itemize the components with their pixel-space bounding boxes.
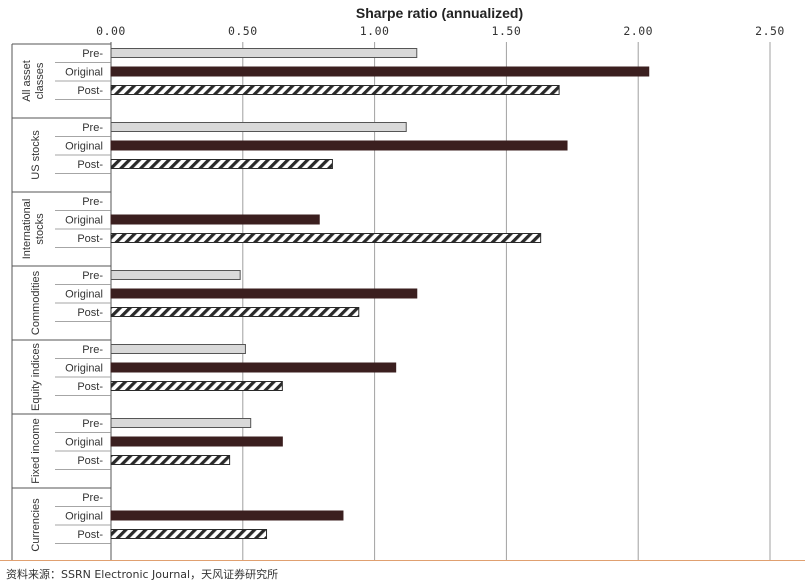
bar — [110, 510, 344, 521]
row-label: Original — [65, 289, 103, 301]
row-label: Pre- — [82, 344, 103, 356]
row-label: Pre- — [82, 270, 103, 282]
group-label: Fixed income — [30, 418, 42, 483]
group-label-line: All asset — [21, 60, 33, 102]
group-label-line: Fixed income — [30, 418, 42, 483]
row-label: Post- — [77, 85, 103, 97]
bar — [110, 381, 283, 391]
bar — [110, 362, 397, 373]
row-label: Post- — [77, 159, 103, 171]
row-label: Original — [65, 215, 103, 227]
x-tick-label: 2.50 — [755, 24, 785, 38]
row-label: Original — [65, 511, 103, 523]
bar — [110, 140, 568, 151]
group-label-line: Equity indices — [30, 343, 42, 411]
group-label: Commodities — [30, 270, 42, 335]
group-label-line: International — [21, 199, 33, 260]
bar — [110, 307, 360, 317]
row-label: Pre- — [82, 492, 103, 504]
bar — [110, 529, 268, 539]
row-label: Original — [65, 141, 103, 153]
row-label: Original — [65, 437, 103, 449]
group-label: Equity indices — [30, 343, 42, 411]
group-label: US stocks — [30, 130, 42, 180]
group-label: Currencies — [30, 498, 42, 552]
row-label: Original — [65, 67, 103, 79]
row-label: Original — [65, 363, 103, 375]
chart-title: Sharpe ratio (annualized) — [356, 5, 523, 21]
bar — [110, 436, 283, 447]
row-label: Post- — [77, 307, 103, 319]
group-label-line: US stocks — [30, 130, 42, 180]
chart-svg: Sharpe ratio (annualized) 0.00 0.50 1.00 1.5… — [11, 5, 785, 560]
x-tick-label: 1.50 — [492, 24, 522, 38]
group-label-line: classes — [34, 62, 46, 99]
x-tick-label: 0.50 — [228, 24, 258, 38]
row-label: Pre- — [82, 122, 103, 134]
source-divider — [0, 560, 805, 561]
bar — [110, 455, 231, 465]
bar — [110, 233, 542, 243]
source-note: 资料来源：SSRN Electronic Journal，天风证券研究所 — [6, 568, 279, 581]
bar — [110, 66, 650, 77]
group-label: All assetclasses — [21, 60, 46, 102]
bar — [110, 214, 320, 225]
x-tick-label: 0.00 — [96, 24, 126, 38]
row-label: Post- — [77, 455, 103, 467]
row-label: Post- — [77, 381, 103, 393]
bar — [110, 418, 252, 428]
x-tick-label: 2.00 — [623, 24, 653, 38]
bar — [110, 48, 418, 58]
row-label: Post- — [77, 529, 103, 541]
bar — [110, 270, 241, 280]
bar — [110, 288, 418, 299]
x-tick-label: 1.00 — [360, 24, 390, 38]
bar — [110, 122, 407, 132]
bar — [110, 85, 560, 95]
row-label: Pre- — [82, 196, 103, 208]
sharpe-ratio-chart: Sharpe ratio (annualized) 0.00 0.50 1.00 1.5… — [11, 5, 785, 560]
group-label-line: Currencies — [30, 498, 42, 552]
group-label-line: stocks — [34, 213, 46, 245]
group-label: Internationalstocks — [21, 199, 46, 260]
bar — [110, 159, 333, 169]
row-label: Post- — [77, 233, 103, 245]
group-label-line: Commodities — [30, 270, 42, 335]
row-label: Pre- — [82, 418, 103, 430]
row-label: Pre- — [82, 48, 103, 60]
bar — [110, 344, 246, 354]
